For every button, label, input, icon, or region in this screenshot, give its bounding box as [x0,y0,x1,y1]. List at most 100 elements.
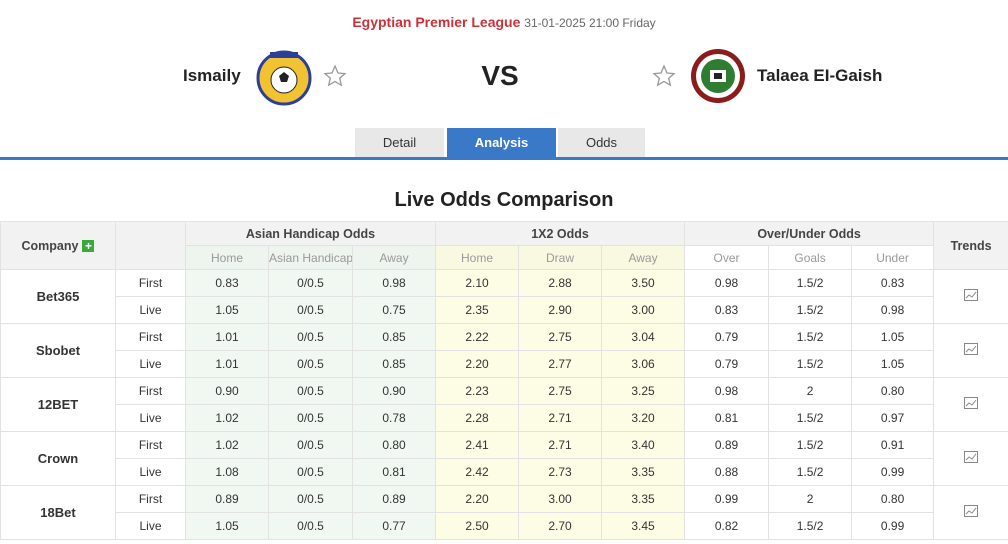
odds-value: 2.41 [435,431,520,459]
odds-row: Sbobet First 1.01 0/0.5 0.85 2.22 2.75 3.04 0.79… [0,323,1008,378]
group-header: 1X2 Odds [435,221,686,246]
odds-value: 0.89 [684,431,770,459]
add-company[interactable]: + [82,240,95,253]
odds-value: 1.5/2 [768,323,853,351]
odds-value: 0.81 [351,458,437,486]
subheader-row: Home Asian Handicap Away Home Draw Away Over Go… [1,245,1008,270]
league[interactable]: Egyptian Premier League [352,14,521,30]
company[interactable]: Sbobet [0,323,116,378]
odds-value: 1.08 [185,458,269,486]
trend-icon[interactable] [964,343,979,355]
odds-value: 0/0.5 [268,404,353,432]
odds-row: Live 1.02 0/0.5 0.78 2.28 2.71 3.20 0.81 1.5/2 0.… [1,404,1008,432]
odds-value: 0.77 [351,512,437,540]
odds-value: 0/0.5 [268,350,353,378]
company[interactable]: 12BET [0,377,116,432]
odds-value: 0/0.5 [268,323,353,351]
home-team[interactable]: Ismaily [183,66,241,85]
odds-value: 0/0.5 [268,377,353,405]
odds-value: 0.90 [185,377,269,405]
odds-value: 2.71 [518,404,603,432]
trend-cell [933,431,1008,486]
tab[interactable]: Analysis [447,128,556,158]
away-team[interactable]: Talaea EI-Gaish [757,66,883,85]
odds-row: Live 1.05 0/0.5 0.75 2.35 2.90 3.00 0.83 1.5/2 0.… [1,296,1008,324]
odds-value: 0.98 [351,269,437,297]
trend-cell [933,269,1008,324]
odds-value: 3.50 [601,269,686,297]
odds-value: 0.75 [351,296,437,324]
odds-value: 1.02 [185,431,269,459]
odds-value: 0.97 [851,404,935,432]
odds-value: 0.79 [684,323,770,351]
subheader: Draw [518,245,603,270]
odds-value: 0.83 [684,296,770,324]
odds-value: 2 [768,485,853,513]
trend-icon[interactable] [964,505,979,517]
odds-value: 3.35 [601,458,686,486]
odds-value: 2.10 [435,269,520,297]
odds-row: 18Bet First 0.89 0/0.5 0.89 2.20 3.00 3.35 0.99 2… [0,485,1008,540]
odds-row: Crown First 1.02 0/0.5 0.80 2.41 2.71 3.40 0.89 1… [0,431,1008,486]
group-header: Asian Handicap Odds [184,221,437,246]
odds-value: 3.04 [601,323,686,351]
odds-value: 3.25 [601,377,686,405]
odds-value: 0.78 [351,404,437,432]
favorite-star[interactable] [652,64,676,88]
line-type: First [115,377,186,405]
odds-value: 2.90 [518,296,603,324]
company-header: Company + [0,221,116,270]
odds-value: 0.90 [351,377,437,405]
odds-value: 0/0.5 [268,431,353,459]
odds-value: 2 [768,377,853,405]
odds-value: 3.06 [601,350,686,378]
odds-value: 1.05 [185,512,269,540]
odds-value: 0.85 [351,323,437,351]
trend-icon[interactable] [964,289,979,301]
tab[interactable]: Odds [558,128,645,158]
odds-value: 2.35 [435,296,520,324]
trend-icon[interactable] [964,451,979,463]
odds-value: 1.5/2 [768,458,853,486]
odds-value: 1.05 [185,296,269,324]
odds-value: 3.00 [518,485,603,513]
company[interactable]: Bet365 [0,269,116,324]
line-type: Live [115,458,186,486]
odds-row: Bet365 First 0.83 0/0.5 0.98 2.10 2.88 3.50 0.98… [0,269,1008,324]
header-spacer [115,221,186,270]
subheader: Away [601,245,686,270]
odds-value: 0.79 [684,350,770,378]
odds-value: 2.88 [518,269,603,297]
home-logo [256,50,312,106]
odds-value: 0/0.5 [268,458,353,486]
vs: VS [481,60,519,91]
odds-value: 2.75 [518,377,603,405]
favorite-star[interactable] [323,64,347,88]
away-logo [691,49,745,103]
odds-value: 1.02 [185,404,269,432]
odds-value: 1.05 [851,323,935,351]
odds-value: 2.20 [435,485,520,513]
line-type: Live [115,404,186,432]
odds-value: 0/0.5 [268,512,353,540]
line-type: First [115,323,186,351]
odds-value: 0.89 [185,485,269,513]
odds-value: 0.98 [851,296,935,324]
odds-value: 0.80 [851,485,935,513]
odds-value: 2.50 [435,512,520,540]
odds-value: 0.88 [684,458,770,486]
line-type: Live [115,296,186,324]
odds-value: 2.75 [518,323,603,351]
odds-value: 0.82 [684,512,770,540]
odds-value: 0/0.5 [268,269,353,297]
odds-value: 0.80 [351,431,437,459]
company[interactable]: 18Bet [0,485,116,540]
trend-icon[interactable] [964,397,979,409]
line-type: Live [115,512,186,540]
tab[interactable]: Detail [355,128,444,158]
subheader: Home [185,245,269,270]
odds-value: 0.80 [851,377,935,405]
odds-value: 0/0.5 [268,296,353,324]
company[interactable]: Crown [0,431,116,486]
odds-row: Live 1.08 0/0.5 0.81 2.42 2.73 3.35 0.88 1.5/2 0.… [1,458,1008,486]
